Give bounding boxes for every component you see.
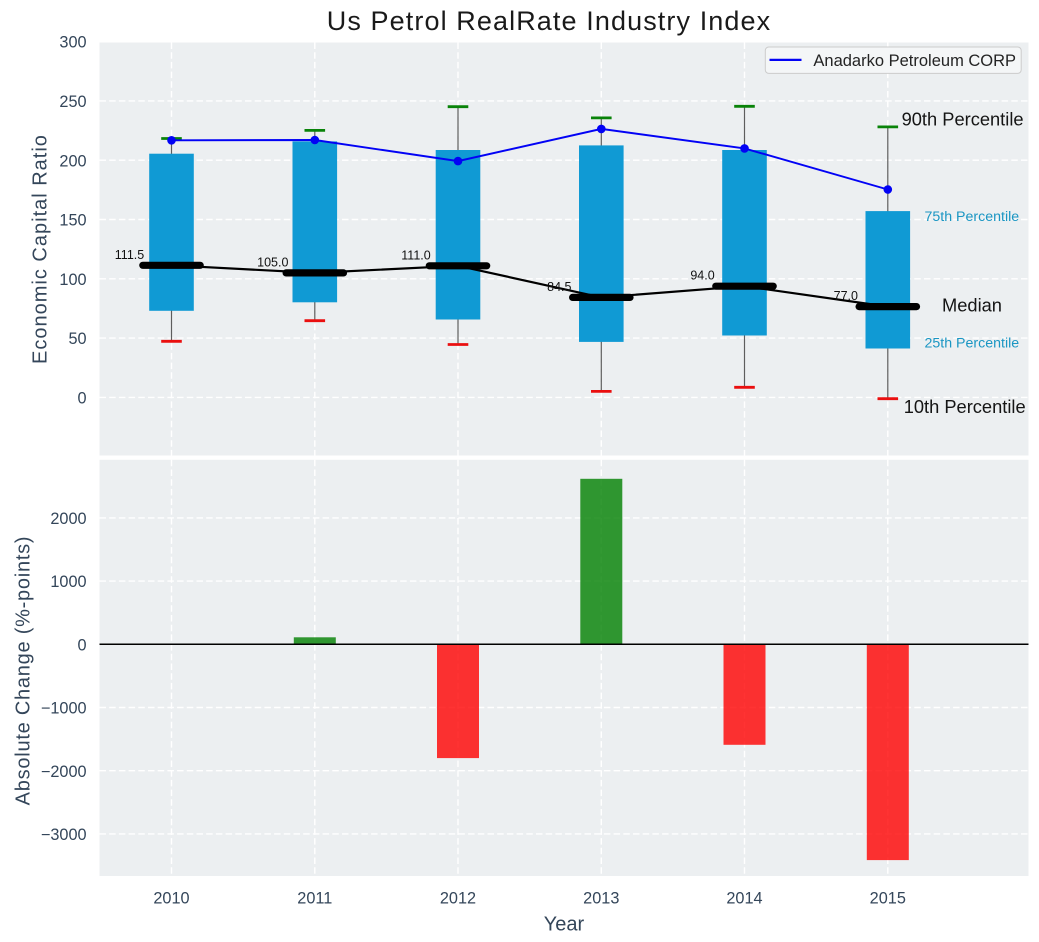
svg-text:77.0: 77.0: [834, 289, 858, 303]
svg-text:111.0: 111.0: [401, 248, 430, 262]
svg-text:0: 0: [78, 636, 87, 654]
svg-text:50: 50: [68, 330, 86, 348]
svg-text:250: 250: [59, 93, 86, 111]
svg-text:Anadarko Petroleum CORP: Anadarko Petroleum CORP: [813, 52, 1016, 70]
svg-text:111.5: 111.5: [115, 248, 144, 262]
svg-text:−1000: −1000: [41, 700, 87, 718]
svg-text:2014: 2014: [726, 890, 762, 908]
svg-text:94.0: 94.0: [690, 269, 714, 283]
svg-text:−3000: −3000: [41, 826, 87, 844]
svg-text:−2000: −2000: [41, 763, 87, 781]
svg-text:200: 200: [59, 152, 86, 170]
svg-text:84.5: 84.5: [547, 280, 571, 294]
svg-text:105.0: 105.0: [257, 255, 288, 269]
svg-text:25th Percentile: 25th Percentile: [925, 335, 1020, 351]
svg-text:2011: 2011: [297, 890, 332, 908]
svg-text:1000: 1000: [50, 573, 86, 591]
svg-text:75th Percentile: 75th Percentile: [925, 209, 1020, 225]
svg-text:90th Percentile: 90th Percentile: [902, 108, 1024, 129]
svg-text:2010: 2010: [153, 890, 189, 908]
svg-text:0: 0: [78, 390, 87, 408]
svg-text:10th Percentile: 10th Percentile: [904, 396, 1026, 417]
svg-text:300: 300: [59, 34, 86, 52]
svg-text:100: 100: [59, 271, 86, 289]
svg-text:Us Petrol RealRate Industry In: Us Petrol RealRate Industry Index: [327, 6, 772, 36]
svg-text:2012: 2012: [440, 890, 476, 908]
svg-text:Absolute Change (%-points): Absolute Change (%-points): [13, 536, 35, 806]
svg-text:2013: 2013: [583, 890, 619, 908]
svg-text:2000: 2000: [50, 510, 86, 528]
svg-text:Median: Median: [942, 294, 1002, 315]
svg-text:2015: 2015: [870, 890, 906, 908]
svg-text:Year: Year: [544, 914, 585, 936]
svg-text:Economic Capital Ratio: Economic Capital Ratio: [30, 134, 52, 364]
svg-text:150: 150: [59, 212, 86, 230]
